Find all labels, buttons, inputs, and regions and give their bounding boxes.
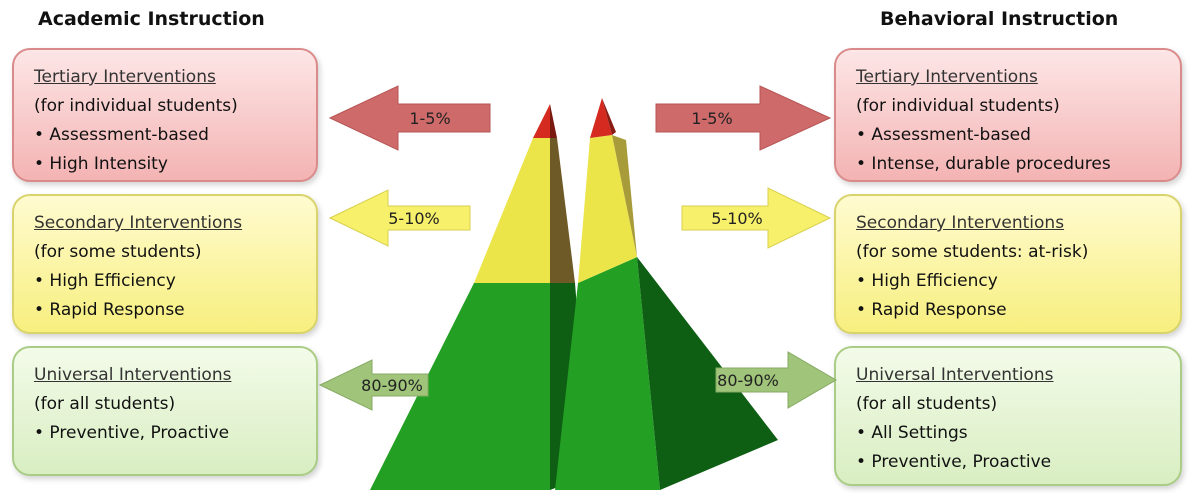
behavioral-tertiary-title: Tertiary Interventions — [856, 67, 1038, 87]
behavioral-tertiary-box: Tertiary Interventions (for individual s… — [834, 48, 1182, 182]
behavioral-secondary-arrow: 5-10% — [681, 187, 832, 249]
academic-pyramid-green-front — [370, 283, 550, 490]
behavioral-secondary-percent: 5-10% — [711, 209, 763, 228]
behavioral-tertiary-item: • Assessment-based — [856, 125, 1031, 145]
academic-universal-title: Universal Interventions — [34, 365, 232, 385]
behavioral-universal-arrow: 80-90% — [715, 351, 837, 409]
behavioral-secondary-subtitle: (for some students: at-risk) — [856, 242, 1089, 262]
behavioral-tertiary-arrow: 1-5% — [655, 85, 832, 151]
academic-secondary-percent: 5-10% — [388, 209, 440, 228]
behavioral-pyramid-green-side — [637, 257, 778, 490]
academic-pyramid-yellow-side — [550, 138, 575, 283]
academic-secondary-title: Secondary Interventions — [34, 213, 243, 233]
behavioral-pyramid-yellow-side — [612, 135, 637, 257]
academic-secondary-arrow: 5-10% — [328, 189, 471, 247]
academic-pyramid-yellow-front — [474, 138, 550, 283]
behavioral-universal-item: • Preventive, Proactive — [856, 452, 1052, 472]
academic-heading: Academic Instruction — [38, 8, 265, 30]
behavioral-tertiary-percent: 1-5% — [691, 109, 732, 128]
academic-tertiary-title: Tertiary Interventions — [34, 67, 216, 87]
behavioral-universal-percent: 80-90% — [717, 371, 779, 390]
academic-pyramid — [370, 104, 590, 490]
academic-tertiary-arrow: 1-5% — [328, 85, 491, 151]
behavioral-secondary-item: • Rapid Response — [856, 300, 1007, 320]
behavioral-universal-box: Universal Interventions (for all student… — [834, 346, 1182, 486]
behavioral-pyramid-red-side — [602, 98, 616, 135]
behavioral-universal-item: • All Settings — [856, 423, 968, 443]
academic-tertiary-percent: 1-5% — [409, 109, 450, 128]
behavioral-secondary-item: • High Efficiency — [856, 271, 998, 291]
behavioral-pyramid — [555, 98, 778, 490]
academic-tertiary-subtitle: (for individual students) — [34, 96, 238, 116]
behavioral-pyramid-red-front — [590, 98, 612, 138]
academic-universal-percent: 80-90% — [361, 376, 423, 395]
academic-secondary-item: • High Efficiency — [34, 271, 176, 291]
behavioral-pyramid-green-front — [555, 257, 660, 490]
academic-tertiary-item: • High Intensity — [34, 154, 168, 174]
academic-pyramid-red-front — [533, 104, 550, 138]
academic-tertiary-box: Tertiary Interventions (for individual s… — [12, 48, 318, 182]
behavioral-tertiary-item: • Intense, durable procedures — [856, 154, 1111, 174]
academic-tertiary-item: • Assessment-based — [34, 125, 209, 145]
behavioral-secondary-title: Secondary Interventions — [856, 213, 1065, 233]
academic-universal-arrow: 80-90% — [318, 359, 429, 411]
academic-secondary-box: Secondary Interventions (for some studen… — [12, 194, 318, 334]
behavioral-heading: Behavioral Instruction — [880, 8, 1119, 30]
behavioral-universal-subtitle: (for all students) — [856, 394, 998, 414]
behavioral-universal-title: Universal Interventions — [856, 365, 1054, 385]
academic-universal-subtitle: (for all students) — [34, 394, 176, 414]
behavioral-secondary-box: Secondary Interventions (for some studen… — [834, 194, 1182, 334]
behavioral-pyramid-yellow-front — [578, 135, 637, 283]
behavioral-tertiary-subtitle: (for individual students) — [856, 96, 1060, 116]
academic-universal-box: Universal Interventions (for all student… — [12, 346, 318, 476]
academic-pyramid-red-side — [550, 104, 557, 138]
academic-secondary-item: • Rapid Response — [34, 300, 185, 320]
academic-universal-item: • Preventive, Proactive — [34, 423, 230, 443]
academic-secondary-subtitle: (for some students) — [34, 242, 202, 262]
